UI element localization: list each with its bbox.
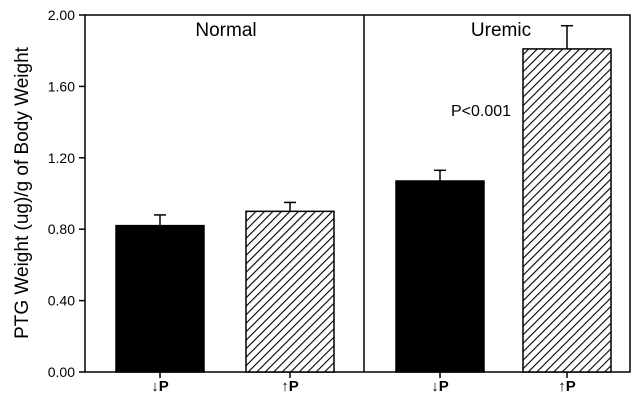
y-tick-label: 1.60 <box>48 78 75 94</box>
x-tick-label: ↓P <box>151 378 169 395</box>
bar <box>395 180 485 373</box>
y-axis: 0.00 0.40 0.80 1.20 1.60 2.00 <box>48 7 85 380</box>
y-tick-label: 1.20 <box>48 150 75 166</box>
y-axis-label: PTG Weight (ug)/g of Body Weight <box>12 46 33 339</box>
x-tick-label: ↑P <box>558 378 576 395</box>
plot-border <box>84 14 631 373</box>
bar <box>115 224 205 373</box>
x-tick-label: ↑P <box>281 378 299 395</box>
y-tick-label: 0.00 <box>48 364 75 380</box>
bars <box>115 24 612 373</box>
significance-annotation: P<0.001 <box>451 103 511 120</box>
plot-frame <box>84 14 631 373</box>
panel-title-uremic: Uremic <box>471 20 531 41</box>
x-tick-label: ↓P <box>431 378 449 395</box>
bar <box>245 210 335 373</box>
x-axis-labels: ↓P ↑P ↓P ↑P <box>151 372 576 395</box>
y-tick-label: 0.40 <box>48 293 75 309</box>
bar <box>522 48 612 373</box>
y-tick-label: 0.80 <box>48 221 75 237</box>
y-tick-label: 2.00 <box>48 7 75 23</box>
panel-title-normal: Normal <box>195 20 256 41</box>
